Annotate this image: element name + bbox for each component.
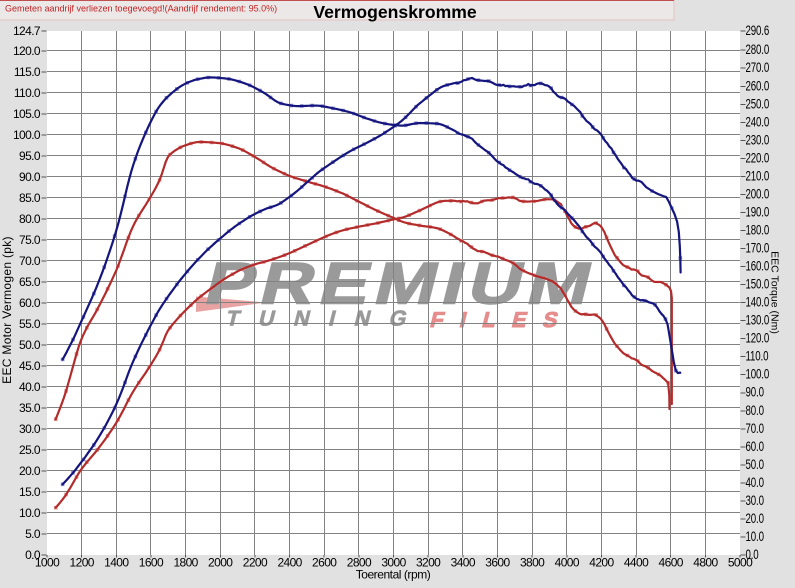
svg-text:10.0: 10.0 <box>19 506 41 520</box>
svg-text:210.0: 210.0 <box>746 169 770 184</box>
svg-text:EEC Motor Vermogen (pk): EEC Motor Vermogen (pk) <box>0 236 14 384</box>
svg-text:140.0: 140.0 <box>746 295 770 310</box>
svg-text:2800: 2800 <box>347 556 372 570</box>
svg-text:40.0: 40.0 <box>19 380 41 394</box>
svg-text:15.0: 15.0 <box>19 485 41 499</box>
svg-text:1200: 1200 <box>70 556 95 570</box>
svg-text:3800: 3800 <box>520 556 545 570</box>
svg-text:2600: 2600 <box>312 556 337 570</box>
svg-text:70.0: 70.0 <box>746 421 765 436</box>
svg-text:120.0: 120.0 <box>746 331 770 346</box>
svg-text:35.0: 35.0 <box>19 401 41 415</box>
svg-text:2000: 2000 <box>208 556 233 570</box>
svg-text:50.0: 50.0 <box>746 457 765 472</box>
svg-text:5.0: 5.0 <box>25 527 41 541</box>
svg-text:5000: 5000 <box>728 556 753 570</box>
svg-text:45.0: 45.0 <box>19 359 41 373</box>
svg-text:3600: 3600 <box>485 556 510 570</box>
svg-text:85.0: 85.0 <box>19 191 41 205</box>
svg-text:115.0: 115.0 <box>14 65 41 79</box>
svg-text:260.0: 260.0 <box>746 79 770 94</box>
svg-text:60.0: 60.0 <box>746 439 765 454</box>
svg-text:80.0: 80.0 <box>19 212 41 226</box>
svg-text:130.0: 130.0 <box>746 313 770 328</box>
svg-text:3200: 3200 <box>416 556 441 570</box>
svg-text:190.0: 190.0 <box>746 205 770 220</box>
svg-text:25.0: 25.0 <box>19 443 41 457</box>
svg-text:50.0: 50.0 <box>19 338 41 352</box>
svg-text:40.0: 40.0 <box>746 475 765 490</box>
svg-text:20.0: 20.0 <box>19 464 41 478</box>
svg-text:180.0: 180.0 <box>746 223 770 238</box>
svg-text:280.0: 280.0 <box>746 43 770 58</box>
svg-text:4000: 4000 <box>555 556 580 570</box>
svg-text:2400: 2400 <box>277 556 302 570</box>
svg-text:55.0: 55.0 <box>19 317 41 331</box>
svg-text:70.0: 70.0 <box>19 254 41 268</box>
svg-text:170.0: 170.0 <box>746 241 770 256</box>
svg-text:240.0: 240.0 <box>746 115 770 130</box>
svg-text:250.0: 250.0 <box>746 97 770 112</box>
svg-text:100.0: 100.0 <box>746 367 770 382</box>
svg-text:110.0: 110.0 <box>14 86 41 100</box>
svg-text:90.0: 90.0 <box>746 385 765 400</box>
svg-text:3400: 3400 <box>451 556 476 570</box>
svg-text:60.0: 60.0 <box>19 296 41 310</box>
svg-text:20.0: 20.0 <box>746 511 765 526</box>
svg-text:1800: 1800 <box>173 556 198 570</box>
svg-text:160.0: 160.0 <box>746 259 770 274</box>
svg-text:220.0: 220.0 <box>746 151 770 166</box>
svg-text:10.0: 10.0 <box>746 530 765 545</box>
svg-text:100.0: 100.0 <box>13 128 41 142</box>
svg-text:90.0: 90.0 <box>19 170 41 184</box>
svg-text:4600: 4600 <box>659 556 684 570</box>
svg-text:80.0: 80.0 <box>746 403 765 418</box>
svg-text:EEC Torque (Nm): EEC Torque (Nm) <box>769 251 781 334</box>
svg-text:75.0: 75.0 <box>19 233 41 247</box>
svg-text:105.0: 105.0 <box>13 107 41 121</box>
svg-text:110.0: 110.0 <box>746 349 769 364</box>
svg-text:95.0: 95.0 <box>19 149 41 163</box>
svg-text:1600: 1600 <box>139 556 164 570</box>
svg-text:3000: 3000 <box>381 556 406 570</box>
svg-text:4400: 4400 <box>624 556 649 570</box>
svg-text:4200: 4200 <box>589 556 614 570</box>
svg-text:Gemeten aandrijf verliezen toe: Gemeten aandrijf verliezen toegevoegd!(A… <box>5 4 277 14</box>
svg-text:1000: 1000 <box>35 556 60 570</box>
svg-text:30.0: 30.0 <box>19 422 41 436</box>
svg-text:290.6: 290.6 <box>746 24 770 39</box>
svg-text:1400: 1400 <box>104 556 129 570</box>
svg-text:200.0: 200.0 <box>746 187 770 202</box>
svg-text:120.0: 120.0 <box>13 44 41 58</box>
svg-text:270.0: 270.0 <box>746 61 770 76</box>
svg-text:124.7: 124.7 <box>13 24 41 38</box>
svg-text:150.0: 150.0 <box>746 277 770 292</box>
svg-text:230.0: 230.0 <box>746 133 770 148</box>
svg-text:65.0: 65.0 <box>19 275 41 289</box>
svg-text:2200: 2200 <box>243 556 268 570</box>
svg-text:Toerental (rpm): Toerental (rpm) <box>356 568 431 582</box>
svg-text:4800: 4800 <box>693 556 718 570</box>
svg-text:0.0: 0.0 <box>746 548 760 563</box>
svg-text:0.0: 0.0 <box>25 548 41 562</box>
svg-text:30.0: 30.0 <box>746 493 765 508</box>
svg-text:Vermogenskromme: Vermogenskromme <box>313 2 477 22</box>
